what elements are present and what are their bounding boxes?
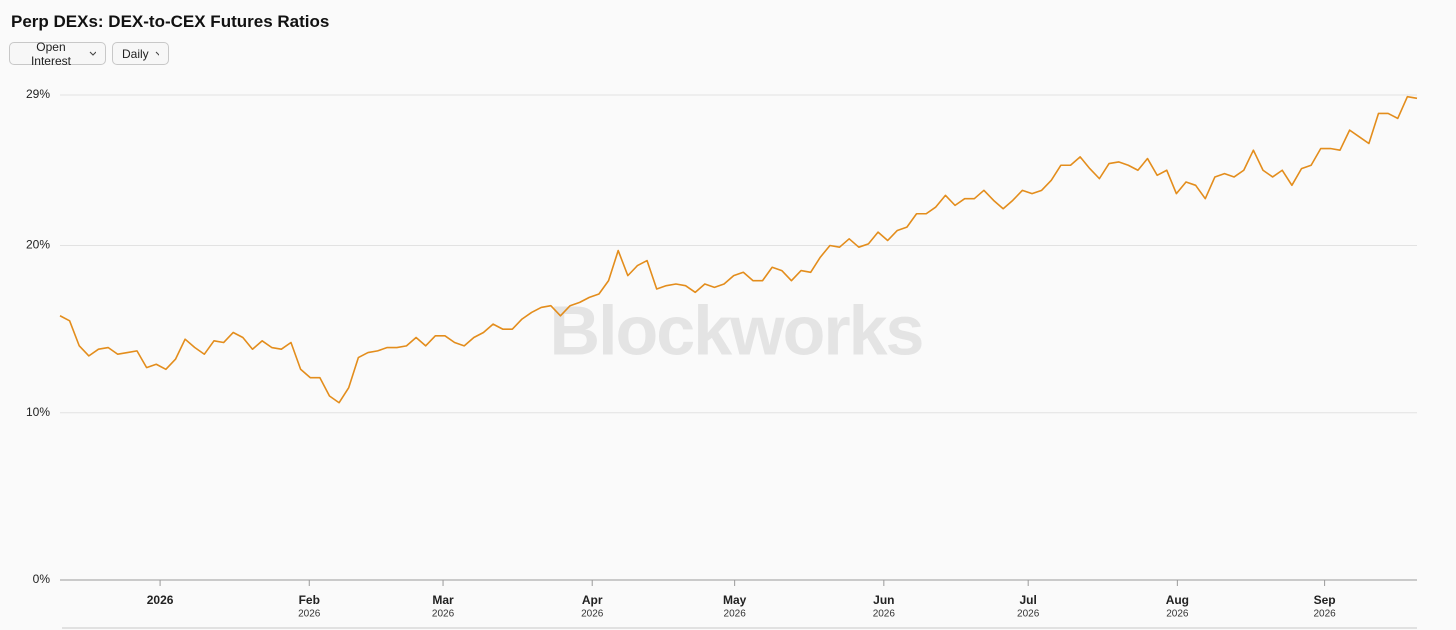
x-tick-sublabel: 2026 <box>1017 609 1040 620</box>
x-tick-sublabel: 2026 <box>432 609 455 620</box>
y-tick-label: 0% <box>33 572 51 586</box>
chart-title: Perp DEXs: DEX-to-CEX Futures Ratios <box>11 12 330 31</box>
x-tick-sublabel: 2026 <box>1166 609 1189 620</box>
x-tick-label: Jun <box>873 593 894 607</box>
chevron-icon <box>155 51 159 56</box>
y-tick-label: 10% <box>26 405 50 419</box>
interval-label: Daily <box>122 46 149 61</box>
x-tick-label: Aug <box>1166 593 1189 607</box>
metric-label: Open Interest <box>30 39 71 68</box>
metric-dropdown[interactable]: Open Interest <box>9 39 106 68</box>
y-tick-label: 20% <box>26 238 50 252</box>
x-tick-label: Mar <box>432 593 454 607</box>
watermark: Blockworks <box>550 291 923 369</box>
x-tick-label: 2026 <box>147 593 174 607</box>
x-tick-sublabel: 2026 <box>1313 609 1336 620</box>
x-tick-sublabel: 2026 <box>873 609 896 620</box>
x-tick-label: Feb <box>299 593 320 607</box>
chevron-icon <box>89 51 96 56</box>
x-tick-label: May <box>723 593 747 607</box>
interval-dropdown[interactable]: Daily <box>112 42 169 65</box>
data-line <box>59 95 1418 404</box>
x-tick-sublabel: 2026 <box>581 609 604 620</box>
y-tick-label: 29% <box>26 87 50 101</box>
x-tick-sublabel: 2026 <box>298 609 321 620</box>
x-tick-label: Sep <box>1314 593 1336 607</box>
x-tick-label: Jul <box>1020 593 1037 607</box>
x-tick-sublabel: 2026 <box>724 609 747 620</box>
x-tick-label: Apr <box>582 593 603 607</box>
